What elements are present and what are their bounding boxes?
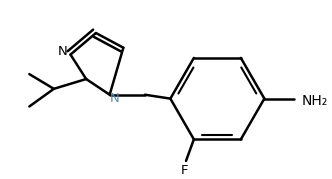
Text: N: N [110,92,120,105]
Text: F: F [180,164,188,177]
Text: NH₂: NH₂ [301,94,328,108]
Text: N: N [58,45,67,58]
